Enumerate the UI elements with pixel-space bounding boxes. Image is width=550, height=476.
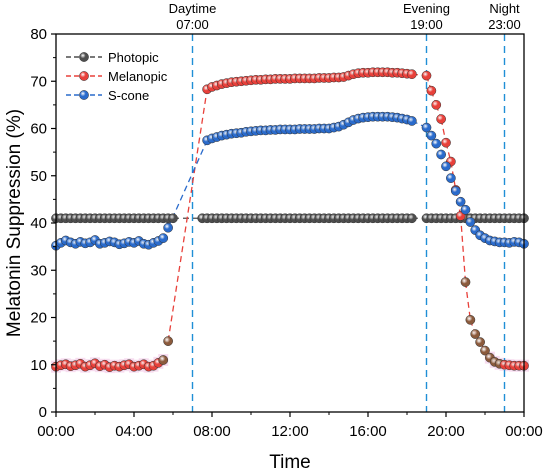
x-tick-label: 00:00 bbox=[505, 423, 543, 440]
data-point-melanopic bbox=[480, 345, 490, 356]
legend-label: S-cone bbox=[108, 88, 149, 103]
legend-marker bbox=[79, 71, 89, 81]
data-point-melanopic bbox=[407, 69, 417, 80]
legend: Photopic Melanopic S-cone bbox=[66, 50, 168, 103]
data-point-melanopic bbox=[475, 337, 485, 347]
x-tick-label: 12:00 bbox=[271, 423, 309, 440]
data-point-melanopic bbox=[441, 137, 451, 148]
y-tick-label: 20 bbox=[30, 310, 47, 327]
annotation-time: 07:00 bbox=[176, 17, 209, 32]
legend-label: Melanopic bbox=[108, 69, 168, 84]
data-point-s-cone bbox=[158, 233, 169, 243]
y-tick-label: 10 bbox=[30, 357, 47, 374]
legend-label: Photopic bbox=[108, 50, 159, 65]
data-point-melanopic bbox=[421, 70, 432, 81]
data-point-s-cone bbox=[431, 138, 442, 149]
x-axis-title: Time bbox=[269, 452, 311, 473]
y-tick-label: 40 bbox=[30, 215, 47, 232]
series-connector bbox=[167, 140, 208, 228]
data-point-melanopic bbox=[158, 355, 169, 365]
x-tick-label: 20:00 bbox=[427, 423, 465, 440]
data-point-melanopic bbox=[431, 100, 442, 110]
data-point-s-cone bbox=[446, 173, 456, 183]
data-point-s-cone bbox=[421, 122, 432, 133]
annotation-lines bbox=[191, 34, 506, 412]
y-tick-label: 50 bbox=[30, 168, 47, 185]
data-point-melanopic bbox=[465, 315, 476, 325]
annotation-label: Night bbox=[489, 1, 520, 16]
x-tick-label: 04:00 bbox=[115, 423, 153, 440]
data-point-melanopic bbox=[163, 336, 173, 346]
data-point-s-cone bbox=[460, 204, 471, 215]
data-point-photopic bbox=[407, 213, 417, 224]
annotation-label: Daytime bbox=[169, 1, 217, 16]
data-point-s-cone bbox=[441, 161, 451, 172]
x-tick-label: 16:00 bbox=[349, 423, 387, 440]
y-tick-label: 0 bbox=[39, 404, 47, 421]
data-points bbox=[51, 67, 529, 372]
data-point-s-cone bbox=[465, 217, 476, 227]
data-point-s-cone bbox=[407, 116, 417, 126]
data-point-s-cone bbox=[436, 149, 446, 160]
legend-marker bbox=[79, 52, 89, 62]
data-point-melanopic bbox=[460, 277, 471, 287]
data-point-s-cone bbox=[455, 196, 466, 207]
annotation-time: 23:00 bbox=[488, 17, 521, 32]
data-point-melanopic bbox=[436, 114, 446, 124]
legend-marker bbox=[79, 90, 89, 100]
series-connector bbox=[464, 281, 472, 320]
data-point-s-cone bbox=[163, 222, 173, 233]
x-tick-label: 08:00 bbox=[193, 423, 231, 440]
series-connector bbox=[459, 215, 467, 283]
y-tick-label: 30 bbox=[30, 262, 47, 279]
data-point-s-cone bbox=[426, 130, 437, 141]
data-point-melanopic bbox=[470, 329, 481, 339]
y-tick-label: 60 bbox=[30, 121, 47, 138]
data-point-melanopic bbox=[426, 85, 437, 96]
y-axis: 0 10 20 30 40 50 60 70 80 bbox=[30, 26, 56, 421]
series-connector bbox=[167, 89, 208, 342]
data-point-s-cone bbox=[450, 186, 461, 196]
annotation-label: Evening bbox=[403, 1, 450, 16]
data-point-photopic bbox=[168, 213, 178, 224]
y-axis-title: Melatonin Suppression (%) bbox=[4, 109, 25, 337]
x-tick-label: 00:00 bbox=[37, 423, 75, 440]
annotation-time: 19:00 bbox=[410, 17, 443, 32]
x-axis: 00:00 04:00 08:00 12:00 16:00 20:00 00:00 bbox=[37, 412, 543, 440]
y-tick-label: 70 bbox=[30, 73, 47, 90]
y-tick-label: 80 bbox=[30, 26, 47, 43]
